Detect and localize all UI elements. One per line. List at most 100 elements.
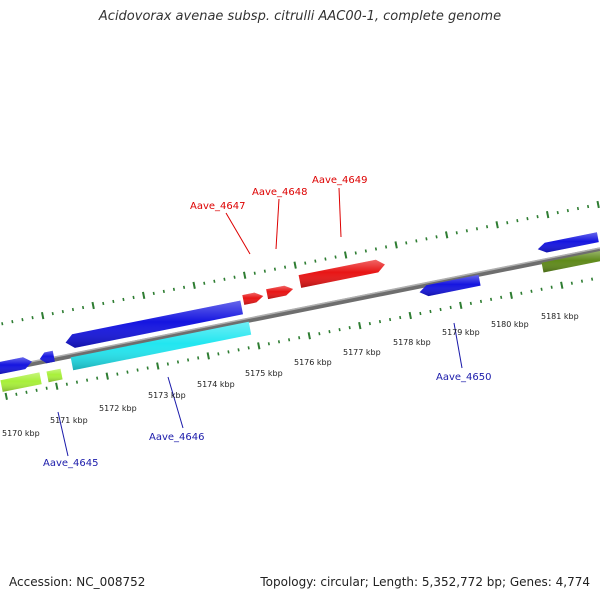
gene-aave-4645[interactable]: [39, 350, 55, 364]
inner-minor-tick: [85, 378, 89, 382]
gene-cyan-feature[interactable]: [70, 321, 252, 371]
outer-minor-tick: [304, 261, 307, 265]
outer-minor-tick: [485, 225, 489, 229]
gene-label: Aave_4649: [312, 175, 368, 186]
outer-minor-tick: [324, 257, 327, 261]
inner-minor-tick: [75, 380, 79, 384]
gene-aave-4651[interactable]: [537, 232, 599, 253]
gene-callout-aave-4646[interactable]: Aave_4646: [149, 376, 205, 443]
inner-minor-tick: [287, 338, 291, 342]
gene-aave-4644[interactable]: [0, 357, 32, 375]
outer-major-tick: [40, 311, 45, 320]
outer-minor-tick: [283, 265, 287, 269]
gene-callout-aave-4645[interactable]: Aave_4645: [43, 411, 99, 469]
outer-major-tick: [495, 221, 499, 229]
inner-major-tick: [156, 362, 160, 370]
inner-minor-tick: [388, 317, 392, 322]
gene-aave-4648[interactable]: [266, 285, 294, 300]
outer-minor-tick: [415, 239, 418, 243]
gene-callout-aave-4647[interactable]: Aave_4647: [190, 201, 251, 255]
outer-minor-tick: [132, 295, 135, 300]
inner-minor-tick: [328, 330, 331, 334]
inner-minor-tick: [298, 336, 301, 340]
scale-label: 5170 kbp: [2, 429, 40, 438]
inner-major-tick: [55, 382, 59, 390]
outer-minor-tick: [273, 267, 277, 271]
inner-minor-tick: [570, 281, 573, 285]
outer-minor-tick: [314, 259, 317, 263]
inner-minor-tick: [590, 277, 594, 281]
outer-minor-tick: [334, 255, 337, 259]
gene-label-callouts: Aave_4645 Aave_4646 Aave_4647 Aave_4648 Aave…: [43, 175, 492, 469]
outer-minor-tick: [233, 275, 236, 279]
inner-minor-tick: [540, 287, 543, 291]
inner-major-tick: [257, 342, 261, 350]
outer-minor-tick: [435, 235, 438, 239]
outer-minor-tick: [122, 297, 125, 302]
outer-minor-tick: [172, 287, 176, 291]
gene-label: Aave_4645: [43, 458, 99, 469]
inner-minor-tick: [25, 390, 28, 394]
inner-minor-tick: [439, 307, 442, 312]
inner-minor-tick: [318, 332, 321, 336]
gene-label: Aave_4647: [190, 201, 246, 212]
outer-major-tick: [293, 261, 297, 269]
inner-minor-tick: [277, 340, 281, 344]
inner-major-tick: [408, 311, 412, 320]
gene-lime-feature-1[interactable]: [0, 372, 42, 392]
gene-aave-4646[interactable]: [65, 300, 243, 348]
scale-label: 5177 kbp: [343, 348, 381, 357]
inner-minor-tick: [469, 301, 472, 306]
inner-minor-tick: [399, 315, 402, 320]
outer-minor-tick: [374, 247, 378, 251]
outer-minor-tick: [213, 279, 216, 283]
outer-minor-tick: [203, 281, 206, 285]
outer-major-tick: [141, 291, 146, 300]
scale-label: 5175 kbp: [245, 369, 283, 378]
scale-label: 5172 kbp: [99, 404, 137, 413]
inner-minor-tick: [197, 356, 200, 360]
inner-minor-tick: [580, 279, 584, 283]
gene-aave-4650[interactable]: [419, 274, 481, 297]
inner-minor-tick: [530, 289, 533, 293]
inner-scale-ticks: [4, 277, 594, 400]
inner-major-tick: [4, 392, 8, 400]
gene-features: [0, 232, 600, 392]
outer-minor-tick: [1, 322, 4, 326]
inner-minor-tick: [368, 321, 371, 326]
gene-aave-4652[interactable]: [541, 251, 600, 273]
outer-minor-tick: [61, 309, 64, 314]
backbone-highlight: [0, 247, 600, 369]
scale-label: 5171 kbp: [50, 416, 88, 425]
outer-major-tick: [242, 271, 247, 279]
inner-minor-tick: [247, 346, 250, 350]
scale-label: 5179 kbp: [442, 328, 480, 337]
gene-aave-4647[interactable]: [242, 292, 264, 305]
gene-callout-aave-4649[interactable]: Aave_4649: [312, 175, 368, 238]
gene-callout-aave-4648[interactable]: Aave_4648: [252, 187, 308, 250]
gene-lime-feature-2[interactable]: [46, 368, 63, 383]
outer-minor-tick: [354, 251, 357, 255]
gene-label: Aave_4648: [252, 187, 308, 198]
inner-minor-tick: [96, 376, 99, 380]
gene-aave-4649[interactable]: [298, 259, 385, 288]
outer-minor-tick: [223, 277, 226, 281]
gene-label: Aave_4646: [149, 432, 205, 443]
outer-minor-tick: [21, 318, 24, 322]
outer-minor-tick: [71, 307, 75, 312]
outer-minor-tick: [405, 241, 408, 245]
inner-minor-tick: [429, 309, 432, 314]
inner-major-tick: [206, 352, 210, 360]
outer-minor-tick: [455, 231, 458, 235]
outer-minor-tick: [576, 206, 580, 211]
scale-label: 5178 kbp: [393, 338, 431, 347]
inner-minor-tick: [419, 311, 422, 316]
outer-minor-tick: [516, 219, 519, 223]
gene-callout-aave-4650[interactable]: Aave_4650: [436, 322, 492, 383]
outer-major-tick: [596, 200, 600, 209]
outer-minor-tick: [152, 291, 155, 296]
outer-major-tick: [91, 301, 95, 310]
inner-minor-tick: [45, 386, 48, 390]
backbone-line: [0, 247, 600, 373]
inner-minor-tick: [267, 342, 270, 346]
